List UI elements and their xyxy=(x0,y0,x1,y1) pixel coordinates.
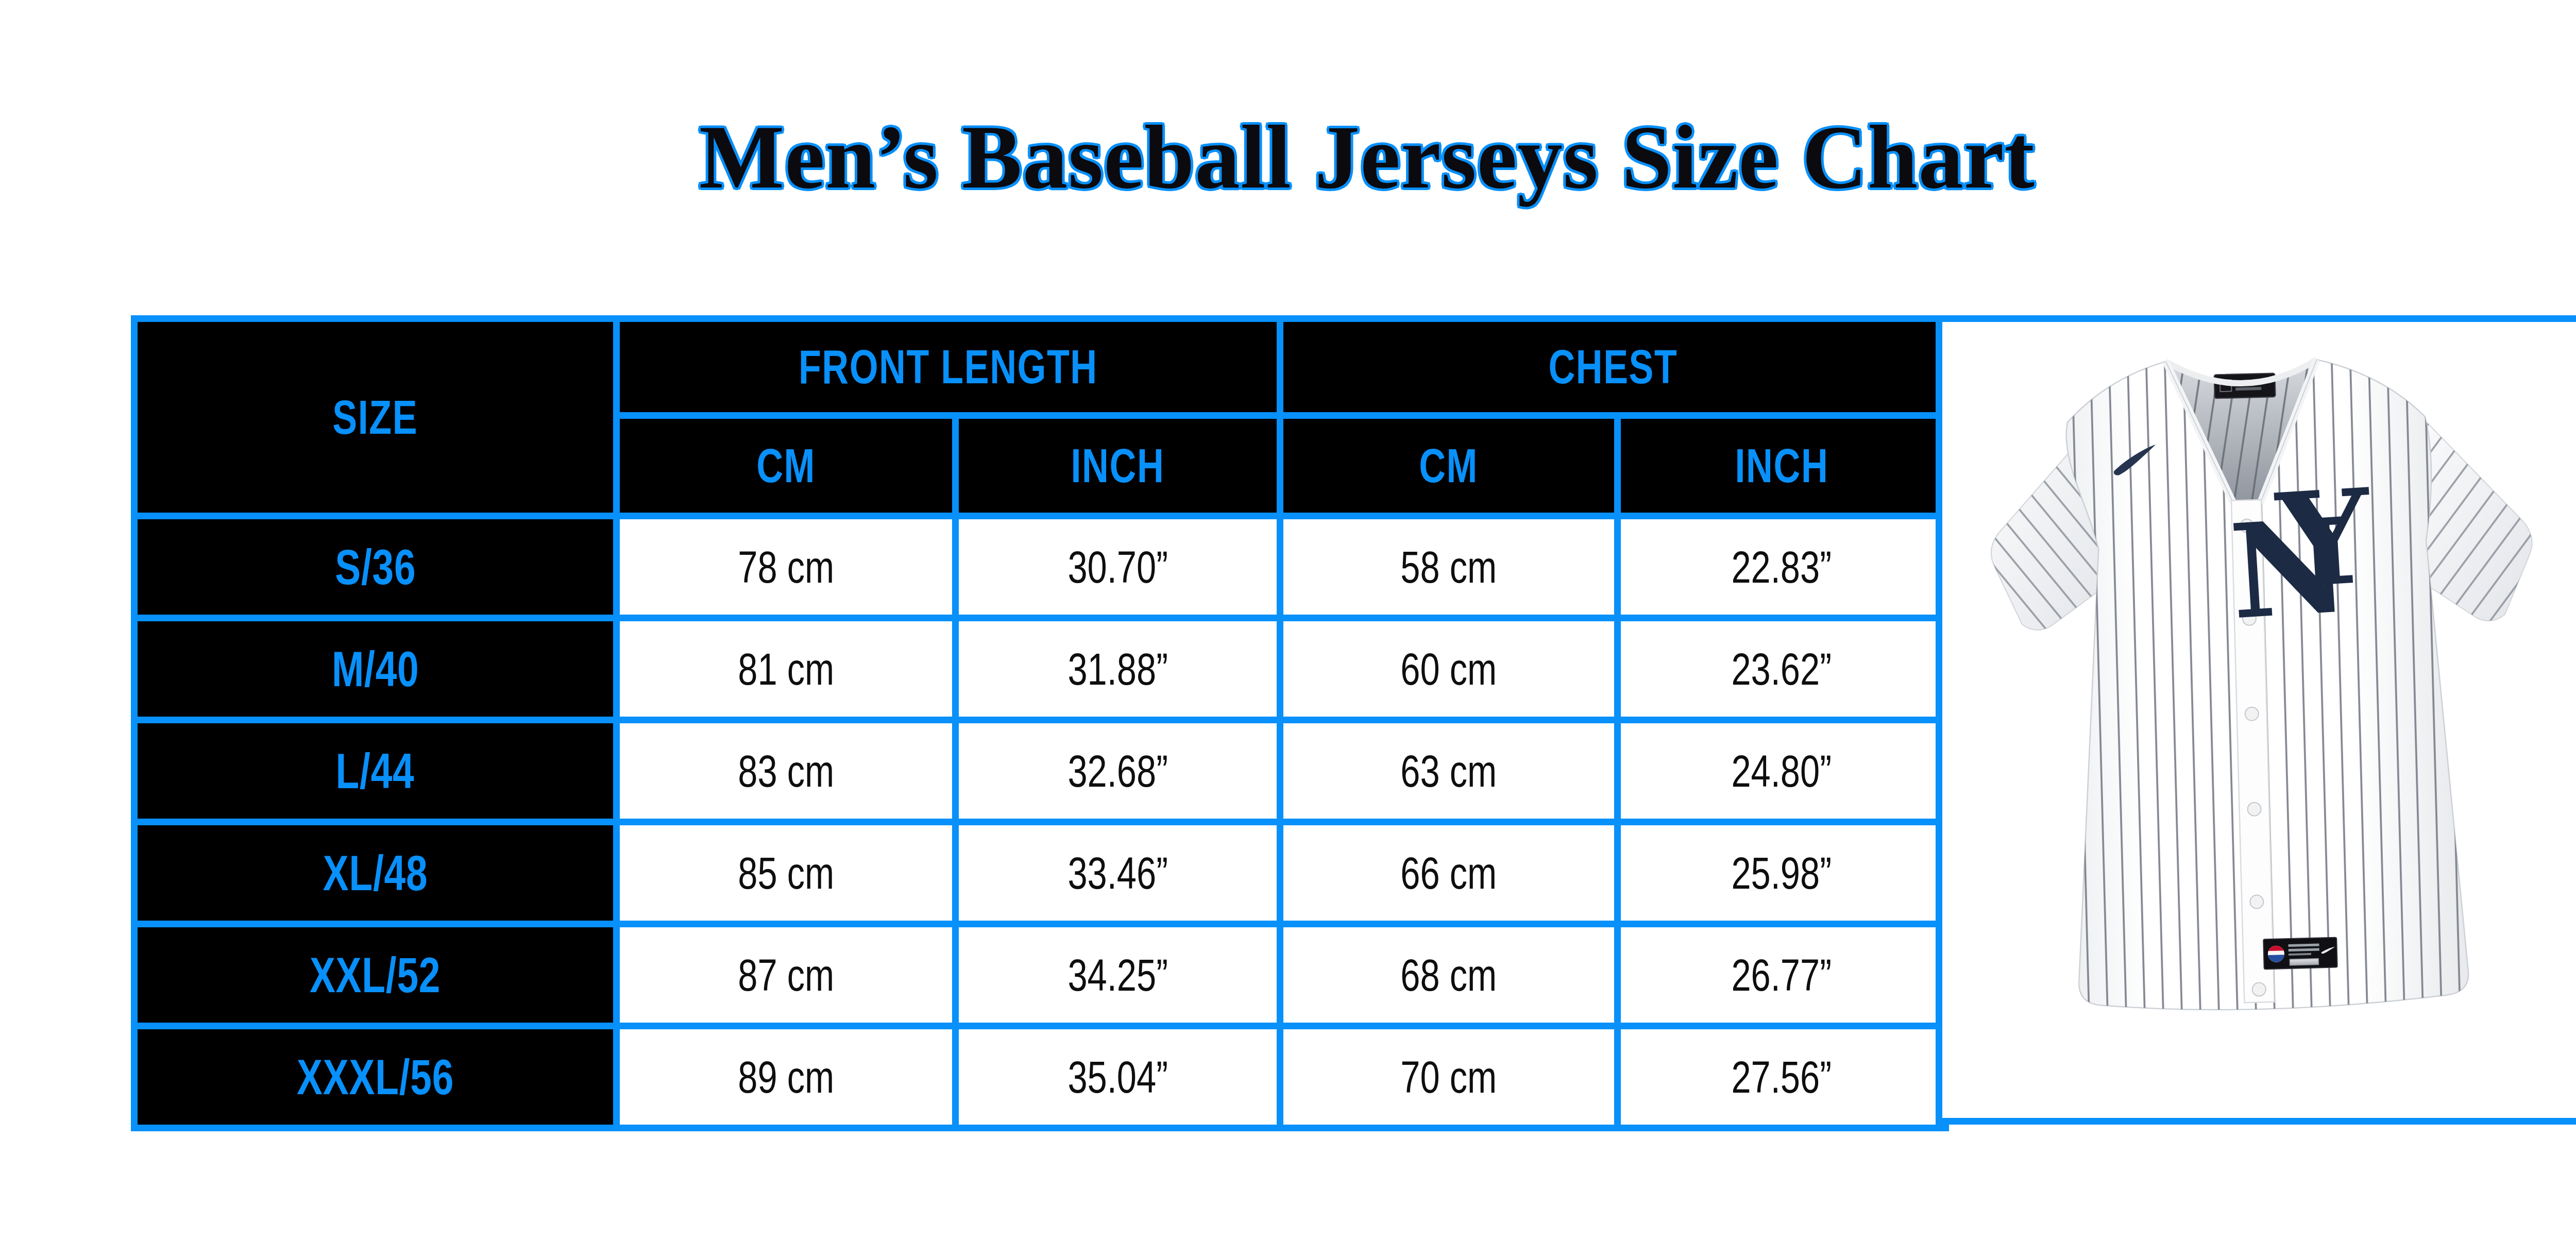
chest-inch-value: 22.83” xyxy=(1732,541,1832,593)
data-cell: 87 cm xyxy=(617,924,956,1026)
size-label: XXL/52 xyxy=(310,947,440,1004)
front-cm-value: 78 cm xyxy=(738,541,834,593)
header-front-cm-label: CM xyxy=(756,439,816,493)
size-label: L/44 xyxy=(336,743,415,800)
data-cell: 27.56” xyxy=(1618,1026,1946,1128)
data-cell: 23.62” xyxy=(1618,618,1946,720)
data-cell: 78 cm xyxy=(617,516,956,618)
header-front-inch-label: INCH xyxy=(1071,439,1165,493)
data-cell: 81 cm xyxy=(617,618,956,720)
chest-cm-value: 66 cm xyxy=(1401,847,1497,899)
size-label: XL/48 xyxy=(323,845,428,902)
header-front-cm: CM xyxy=(617,416,956,516)
chest-inch-value: 24.80” xyxy=(1732,745,1832,797)
data-cell: 33.46” xyxy=(956,822,1280,924)
chest-inch-value: 23.62” xyxy=(1732,643,1832,695)
front-cm-value: 81 cm xyxy=(738,643,834,695)
front-cm-value: 87 cm xyxy=(738,949,834,1001)
size-cell: L/44 xyxy=(134,720,617,822)
chest-inch-value: 25.98” xyxy=(1732,847,1832,899)
data-cell: 89 cm xyxy=(617,1026,956,1128)
front-inch-value: 35.04” xyxy=(1067,1051,1168,1103)
size-cell: S/36 xyxy=(134,516,617,618)
header-front-length-label: FRONT LENGTH xyxy=(799,340,1098,394)
chest-inch-value: 26.77” xyxy=(1732,949,1832,1001)
size-chart-table: SIZE FRONT LENGTH CHEST CM INCH CM INCH … xyxy=(131,315,1949,1131)
data-cell: 63 cm xyxy=(1280,720,1618,822)
jersey-image: N Y xyxy=(1942,322,2576,1118)
front-inch-value: 32.68” xyxy=(1067,745,1168,797)
data-cell: 34.25” xyxy=(956,924,1280,1026)
jersey-button xyxy=(2247,802,2261,816)
data-cell: 30.70” xyxy=(956,516,1280,618)
header-chest-inch-label: INCH xyxy=(1735,439,1828,493)
header-size-label: SIZE xyxy=(333,390,418,445)
data-cell: 60 cm xyxy=(1280,618,1618,720)
size-label: XXXL/56 xyxy=(297,1049,454,1106)
chest-cm-value: 58 cm xyxy=(1401,541,1497,593)
table-row: XL/48 85 cm 33.46” 66 cm 25.98” xyxy=(134,822,1946,924)
chest-cm-value: 60 cm xyxy=(1401,643,1497,695)
front-inch-value: 33.46” xyxy=(1067,847,1168,899)
data-cell: 35.04” xyxy=(956,1026,1280,1128)
chest-cm-value: 68 cm xyxy=(1401,949,1497,1001)
table-row: XXXL/56 89 cm 35.04” 70 cm 27.56” xyxy=(134,1026,1946,1128)
header-chest-inch: INCH xyxy=(1618,416,1946,516)
table-row: S/36 78 cm 30.70” 58 cm 22.83” xyxy=(134,516,1946,618)
size-label: M/40 xyxy=(332,641,419,698)
data-cell: 22.83” xyxy=(1618,516,1946,618)
header-chest-cm: CM xyxy=(1280,416,1618,516)
front-cm-value: 85 cm xyxy=(738,847,834,899)
header-chest-cm-label: CM xyxy=(1419,439,1479,493)
header-front-inch: INCH xyxy=(956,416,1280,516)
chest-inch-value: 27.56” xyxy=(1732,1051,1832,1103)
table-row: L/44 83 cm 32.68” 63 cm 24.80” xyxy=(134,720,1946,822)
size-cell: XL/48 xyxy=(134,822,617,924)
jersey-button xyxy=(2252,982,2266,996)
front-inch-value: 34.25” xyxy=(1067,949,1168,1001)
data-cell: 58 cm xyxy=(1280,516,1618,618)
page: Men’s Baseball Jerseys Size Chart SIZE F… xyxy=(0,0,2576,1257)
data-cell: 32.68” xyxy=(956,720,1280,822)
page-title: Men’s Baseball Jerseys Size Chart xyxy=(0,112,2576,202)
size-label: S/36 xyxy=(335,539,416,596)
size-cell: XXXL/56 xyxy=(134,1026,617,1128)
data-cell: 25.98” xyxy=(1618,822,1946,924)
chest-cm-value: 63 cm xyxy=(1401,745,1497,797)
data-cell: 66 cm xyxy=(1280,822,1618,924)
data-cell: 70 cm xyxy=(1280,1026,1618,1128)
data-cell: 68 cm xyxy=(1280,924,1618,1026)
front-inch-value: 31.88” xyxy=(1067,643,1168,695)
chest-cm-value: 70 cm xyxy=(1401,1051,1497,1103)
jersey-button xyxy=(2245,707,2259,721)
jersey-panel: N Y xyxy=(1936,315,2576,1125)
size-cell: XXL/52 xyxy=(134,924,617,1026)
front-cm-value: 83 cm xyxy=(738,745,834,797)
jersey-button xyxy=(2250,895,2264,909)
data-cell: 85 cm xyxy=(617,822,956,924)
table-row: M/40 81 cm 31.88” 60 cm 23.62” xyxy=(134,618,1946,720)
data-cell: 31.88” xyxy=(956,618,1280,720)
table-row: XXL/52 87 cm 34.25” 68 cm 26.77” xyxy=(134,924,1946,1026)
data-cell: 83 cm xyxy=(617,720,956,822)
monogram-letter-y: Y xyxy=(2272,460,2377,618)
front-inch-value: 30.70” xyxy=(1067,541,1168,593)
header-chest: CHEST xyxy=(1280,319,1946,416)
size-cell: M/40 xyxy=(134,618,617,720)
front-cm-value: 89 cm xyxy=(738,1051,834,1103)
data-cell: 24.80” xyxy=(1618,720,1946,822)
header-chest-label: CHEST xyxy=(1548,340,1677,394)
data-cell: 26.77” xyxy=(1618,924,1946,1026)
jock-tag xyxy=(2263,938,2337,970)
header-size: SIZE xyxy=(134,319,617,516)
header-front-length: FRONT LENGTH xyxy=(617,319,1280,416)
